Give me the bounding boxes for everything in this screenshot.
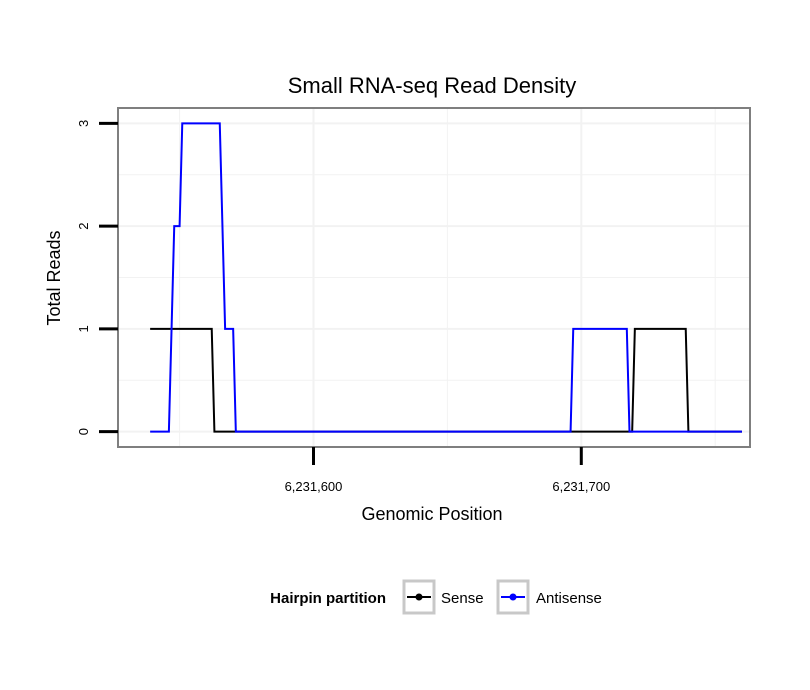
axes: 6,231,600 6,231,700 0 1 2 3	[76, 120, 610, 494]
y-tick-label: 0	[76, 428, 91, 435]
legend-title: Hairpin partition	[270, 590, 386, 607]
legend: Hairpin partition Sense Antisense	[270, 579, 602, 615]
x-tick-label: 6,231,600	[285, 479, 343, 494]
legend-label-sense: Sense	[441, 590, 484, 607]
x-axis-label: Genomic Position	[361, 504, 502, 524]
legend-item-antisense: Antisense	[496, 579, 602, 615]
y-tick-label: 3	[76, 120, 91, 127]
legend-label-antisense: Antisense	[536, 590, 602, 607]
legend-marker-antisense	[509, 593, 517, 601]
series-lines	[150, 122, 742, 433]
y-tick-label: 2	[76, 223, 91, 230]
y-axis-label: Total Reads	[44, 230, 64, 325]
series-line-antisense	[150, 122, 742, 433]
panel-border	[117, 107, 751, 448]
legend-marker-sense	[415, 593, 423, 601]
x-tick-label: 6,231,700	[552, 479, 610, 494]
y-tick-label: 1	[76, 325, 91, 332]
chart-title: Small RNA-seq Read Density	[288, 73, 577, 98]
legend-item-sense: Sense	[402, 579, 484, 615]
series-line-sense	[150, 327, 742, 433]
